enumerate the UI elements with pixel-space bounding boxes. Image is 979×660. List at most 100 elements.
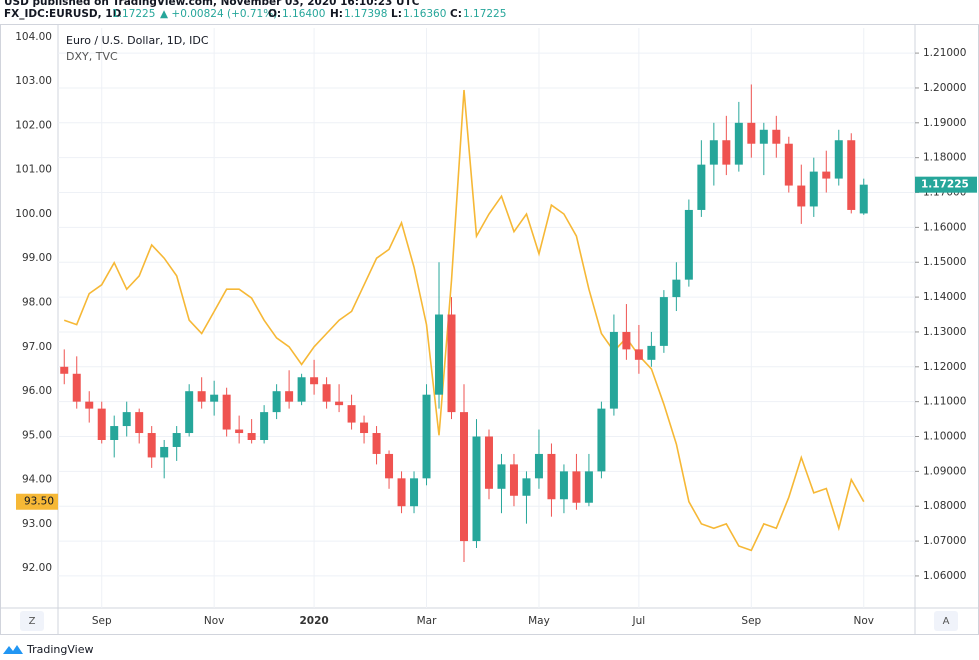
published-note: USD published on TradingView.com, Novemb…	[4, 0, 420, 8]
x-tick-label: Nov	[854, 615, 875, 627]
candle-body	[822, 171, 831, 179]
y2-tick-label: 1.10000	[923, 431, 966, 443]
y2-tick-label: 1.21000	[923, 47, 966, 59]
last-price-label: 1.17225	[921, 179, 969, 191]
candle-body	[634, 349, 643, 360]
y2-tick-label: 1.18000	[923, 152, 966, 164]
y-tick-label: 104.00	[15, 31, 52, 43]
candle-body	[197, 391, 206, 402]
candle-body	[110, 426, 119, 440]
candle-body	[247, 433, 256, 440]
y2-tick-label: 1.16000	[923, 221, 966, 233]
candle-body	[260, 412, 269, 440]
dxy-line	[63, 89, 865, 552]
candle-body	[447, 314, 456, 413]
y-tick-label: 95.00	[22, 429, 52, 441]
candle-body	[522, 478, 531, 496]
y-tick-label: 101.00	[15, 164, 52, 176]
y2-tick-label: 1.15000	[923, 256, 966, 268]
x-tick-label: Nov	[204, 615, 225, 627]
y2-tick-label: 1.13000	[923, 326, 966, 338]
candle-body	[72, 373, 81, 402]
x-tick-label: Mar	[417, 615, 437, 627]
x-tick-label: Sep	[741, 615, 761, 627]
y-tick-label: 93.00	[22, 518, 52, 530]
candle-body	[460, 412, 468, 542]
candle-body	[647, 345, 656, 360]
candle-body	[60, 366, 69, 374]
candle-body	[622, 331, 631, 350]
y2-tick-label: 1.11000	[923, 396, 966, 408]
candle-body	[147, 433, 156, 458]
high-key: H:	[330, 8, 343, 20]
candle-body	[497, 464, 506, 489]
y2-tick-label: 1.12000	[923, 361, 966, 373]
y2-tick-label: 1.09000	[923, 465, 966, 477]
candle-body	[435, 314, 444, 395]
candle-body	[97, 408, 106, 440]
candle-body	[210, 394, 219, 402]
candle-body	[222, 394, 231, 430]
candle-body	[847, 140, 856, 210]
a-button-label[interactable]: A	[943, 616, 950, 627]
close: 1.17225	[463, 8, 506, 20]
candle-body	[422, 394, 431, 479]
y2-tick-label: 1.07000	[923, 535, 966, 547]
candle-body	[659, 297, 668, 346]
candle-body	[335, 401, 344, 406]
last-value-tag	[16, 493, 58, 510]
candle-body	[85, 401, 94, 409]
y-tick-label: 98.00	[22, 297, 52, 309]
candle-body	[172, 433, 181, 447]
candle-body	[697, 164, 706, 210]
candle-body	[297, 377, 306, 402]
symbol: FX_IDC:EURUSD, 1D	[4, 8, 122, 20]
y-tick-label: 92.00	[22, 562, 52, 574]
price: 1.17225	[112, 8, 155, 20]
legend-eurusd: Euro / U.S. Dollar, 1D, IDC	[66, 34, 209, 47]
candle-body	[272, 391, 281, 413]
candle-body	[584, 471, 593, 503]
high: 1.17398	[344, 8, 387, 20]
open: 1.16400	[282, 8, 325, 20]
candle-body	[709, 140, 718, 165]
x-tick-label: Jul	[632, 615, 646, 627]
y-tick-label: 99.00	[22, 252, 52, 264]
a-button[interactable]: A	[934, 611, 958, 631]
z-button[interactable]: Z	[20, 611, 44, 631]
y-tick-label: 97.00	[22, 341, 52, 353]
candle-body	[397, 478, 406, 507]
candle-body	[360, 422, 369, 434]
candle-body	[534, 453, 543, 479]
close-key: C:	[450, 8, 462, 20]
low: 1.16360	[403, 8, 446, 20]
low-key: L:	[391, 8, 402, 20]
candle-body	[484, 436, 493, 489]
y2-tick-label: 1.20000	[923, 82, 966, 94]
candle-body	[509, 464, 518, 496]
candle-body	[684, 209, 693, 280]
candle-body	[385, 453, 394, 479]
candle-body	[547, 453, 556, 500]
candle-body	[185, 391, 194, 434]
candle-body	[122, 412, 131, 427]
brand-logo	[3, 645, 23, 654]
candle-body	[772, 129, 781, 144]
candle-body	[597, 408, 606, 472]
last-value-label: 93.50	[24, 496, 54, 508]
x-tick-label: May	[528, 615, 550, 627]
z-button-bg[interactable]	[20, 611, 44, 631]
open-key: O:	[268, 8, 281, 20]
y2-tick-label: 1.14000	[923, 291, 966, 303]
change: ▲ +0.00824 (+0.71%)	[160, 8, 277, 20]
candle-body	[859, 184, 868, 214]
y-tick-label: 94.00	[22, 474, 52, 486]
z-button-label[interactable]: Z	[29, 616, 36, 627]
x-tick-label: Sep	[92, 615, 112, 627]
frame	[0, 24, 979, 635]
candle-body	[834, 140, 843, 179]
candle-body	[809, 171, 818, 207]
a-button-bg[interactable]	[934, 611, 958, 631]
y2-tick-label: 1.06000	[923, 570, 966, 582]
